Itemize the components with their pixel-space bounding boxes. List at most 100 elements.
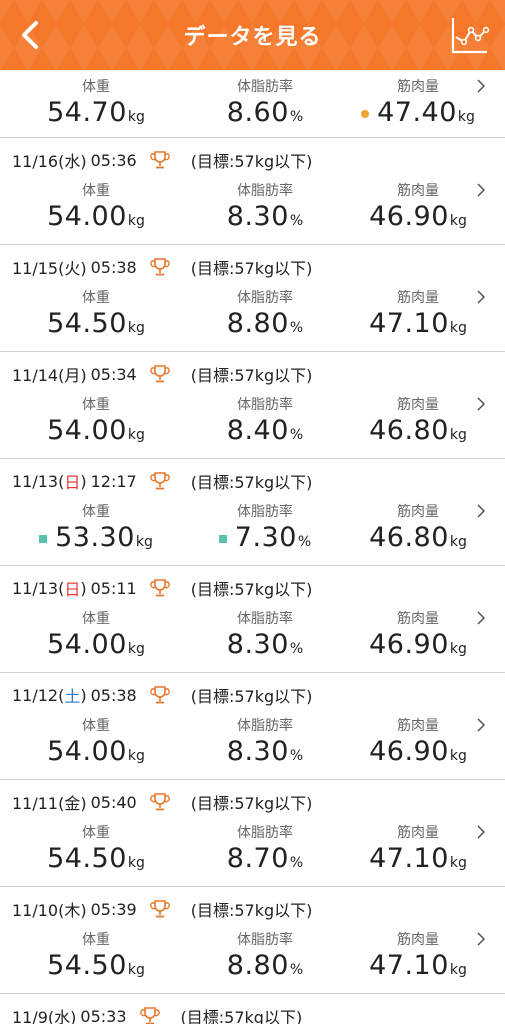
muscle-unit: kg — [449, 534, 467, 550]
body-fat-value: 8.70 — [226, 843, 289, 874]
record-date: 11/10(木) — [12, 901, 87, 920]
weight-unit: kg — [127, 641, 145, 657]
record-date-line: 11/12(土) 05:38 (目標:57kg以下) — [12, 683, 312, 707]
record-row[interactable]: 11/13(日) 05:11 (目標:57kg以下) 体重 54.00kg 体脂… — [0, 566, 505, 673]
body-fat-metric: 体脂肪率 8.80% — [175, 289, 355, 341]
trophy-icon — [149, 793, 170, 811]
body-fat-metric: 体脂肪率 8.40% — [175, 396, 355, 448]
chevron-right-icon — [477, 718, 486, 732]
muscle-metric: 筋肉量 46.90kg — [328, 610, 505, 662]
record-row[interactable]: 11/12(土) 05:38 (目標:57kg以下) 体重 54.00kg 体脂… — [0, 673, 505, 780]
goal-text: (目標:57kg以下) — [190, 366, 313, 385]
record-date-prefix: 11/13( — [12, 471, 65, 491]
trophy-icon — [149, 258, 170, 276]
muscle-unit: kg — [449, 320, 467, 336]
trophy-icon — [149, 365, 170, 383]
weight-unit: kg — [127, 213, 145, 229]
body-fat-metric: 体脂肪率 8.60% — [175, 78, 355, 130]
goal-text: (目標:57kg以下) — [190, 259, 313, 278]
record-time: 05:39 — [90, 899, 137, 919]
record-date-line: 11/13(日) 05:11 (目標:57kg以下) — [12, 576, 312, 600]
body-fat-label: 体脂肪率 — [237, 611, 293, 627]
muscle-value: 47.10 — [369, 308, 449, 339]
record-row[interactable]: 体重 54.70kg 体脂肪率 8.60% 筋肉量 47.40kg — [0, 70, 505, 138]
app-header: データを見る — [0, 0, 505, 70]
record-date-suffix: ) — [80, 578, 87, 598]
goal-text: (目標:57kg以下) — [190, 473, 313, 492]
muscle-unit: kg — [457, 109, 475, 125]
body-fat-metric: 体脂肪率 8.30% — [175, 182, 355, 234]
metrics: 体重 54.50kg 体脂肪率 8.80% 筋肉量 47.10kg — [0, 931, 505, 987]
weight-unit: kg — [127, 320, 145, 336]
weight-metric: 体重 54.70kg — [6, 78, 186, 130]
body-fat-unit: % — [289, 427, 304, 443]
body-fat-value: 8.30 — [226, 201, 289, 232]
body-fat-value: 8.40 — [226, 415, 289, 446]
trophy-icon — [149, 579, 170, 597]
weight-label: 体重 — [82, 183, 110, 199]
muscle-value: 47.10 — [369, 950, 449, 981]
dot-indicator-icon — [361, 109, 370, 118]
metrics: 体重 54.70kg 体脂肪率 8.60% 筋肉量 47.40kg — [0, 78, 505, 134]
back-button[interactable] — [8, 10, 52, 60]
record-row[interactable]: 11/14(月) 05:34 (目標:57kg以下) 体重 54.00kg 体脂… — [0, 352, 505, 459]
record-row[interactable]: 11/10(木) 05:39 (目標:57kg以下) 体重 54.50kg 体脂… — [0, 887, 505, 994]
record-time: 12:17 — [90, 471, 137, 491]
weight-value: 53.30 — [55, 522, 135, 553]
muscle-value: 46.90 — [369, 736, 449, 767]
weight-value: 54.00 — [47, 736, 127, 767]
record-date-prefix: 11/12( — [12, 685, 65, 705]
body-fat-unit: % — [289, 641, 304, 657]
record-row[interactable]: 11/13(日) 12:17 (目標:57kg以下) 体重 53.30kg 体脂… — [0, 459, 505, 566]
record-row[interactable]: 11/11(金) 05:40 (目標:57kg以下) 体重 54.50kg 体脂… — [0, 780, 505, 887]
body-fat-unit: % — [289, 213, 304, 229]
body-fat-value: 8.30 — [226, 629, 289, 660]
weight-value: 54.00 — [47, 201, 127, 232]
graph-view-button[interactable] — [449, 14, 491, 56]
body-fat-metric: 体脂肪率 7.30% — [175, 503, 355, 555]
square-indicator-icon — [218, 534, 227, 543]
body-fat-label: 体脂肪率 — [237, 290, 293, 306]
weight-label: 体重 — [82, 718, 110, 734]
weight-metric: 体重 54.00kg — [6, 717, 186, 769]
weight-metric: 体重 53.30kg — [6, 503, 186, 555]
weight-label: 体重 — [82, 397, 110, 413]
weight-label: 体重 — [82, 504, 110, 520]
body-fat-unit: % — [289, 748, 304, 764]
record-date-line: 11/11(金) 05:40 (目標:57kg以下) — [12, 790, 312, 814]
muscle-metric: 筋肉量 46.80kg — [328, 396, 505, 448]
record-row[interactable]: 11/9(水) 05:33 (目標:57kg以下) — [0, 994, 505, 1024]
metrics: 体重 54.00kg 体脂肪率 8.30% 筋肉量 46.90kg — [0, 182, 505, 238]
weight-value: 54.70 — [47, 97, 127, 128]
body-fat-metric: 体脂肪率 8.30% — [175, 610, 355, 662]
weight-value: 54.50 — [47, 843, 127, 874]
record-date-line: 11/16(水) 05:36 (目標:57kg以下) — [12, 148, 312, 172]
chevron-right-icon — [477, 183, 486, 197]
muscle-label: 筋肉量 — [397, 825, 439, 841]
record-day-saturday: 土 — [64, 687, 81, 706]
body-fat-label: 体脂肪率 — [237, 183, 293, 199]
record-date: 11/15(火) — [12, 259, 87, 278]
goal-text: (目標:57kg以下) — [190, 901, 313, 920]
record-row[interactable]: 11/16(水) 05:36 (目標:57kg以下) 体重 54.00kg 体脂… — [0, 138, 505, 245]
weight-value: 54.00 — [47, 629, 127, 660]
body-fat-label: 体脂肪率 — [237, 932, 293, 948]
record-time: 05:34 — [90, 364, 137, 384]
record-row[interactable]: 11/15(火) 05:38 (目標:57kg以下) 体重 54.50kg 体脂… — [0, 245, 505, 352]
body-fat-label: 体脂肪率 — [237, 718, 293, 734]
metrics: 体重 54.00kg 体脂肪率 8.40% 筋肉量 46.80kg — [0, 396, 505, 452]
goal-text: (目標:57kg以下) — [190, 687, 313, 706]
goal-text: (目標:57kg以下) — [190, 152, 313, 171]
square-indicator-icon — [39, 534, 48, 543]
body-fat-value: 8.60 — [226, 97, 289, 128]
chevron-right-icon — [477, 825, 486, 839]
weight-unit: kg — [127, 427, 145, 443]
weight-metric: 体重 54.00kg — [6, 610, 186, 662]
record-time: 05:33 — [80, 1006, 127, 1024]
body-fat-label: 体脂肪率 — [237, 504, 293, 520]
body-fat-value: 7.30 — [234, 522, 297, 553]
body-fat-unit: % — [289, 320, 304, 336]
body-fat-label: 体脂肪率 — [237, 825, 293, 841]
body-fat-label: 体脂肪率 — [237, 397, 293, 413]
muscle-label: 筋肉量 — [397, 397, 439, 413]
